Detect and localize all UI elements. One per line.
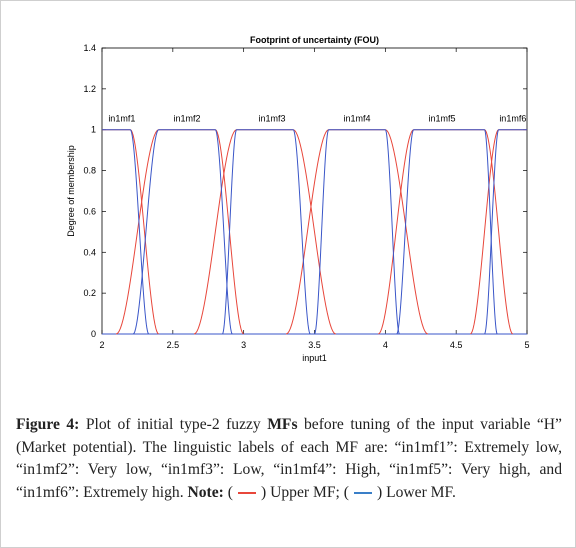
mf-label-2: in1mf2	[173, 114, 200, 124]
lower-mf-line-5	[396, 129, 498, 335]
x-tick-label: 4	[383, 340, 388, 350]
figure-caption: Figure 4: Plot of initial type-2 fuzzy M…	[16, 416, 562, 501]
y-tick-label: 0	[91, 329, 96, 339]
lower-mf-label: Lower MF.	[386, 483, 456, 501]
chart-figure: 2 2.5 3 3.5 4 4.5 5 0 0.2 0.4 0.6 0.8 1 1.2 1.4 Footpri…	[8, 6, 568, 406]
note-label: Note:	[187, 483, 224, 501]
mf-label-6: in1mf6	[499, 114, 526, 124]
caption-text-1: Plot of initial type-2 fuzzy	[79, 416, 268, 433]
y-tick-label: 1.4	[83, 43, 96, 53]
x-tick-label: 2	[99, 340, 104, 350]
lower-mf-line-3	[222, 129, 311, 335]
figure-label: Figure 4:	[16, 416, 80, 433]
y-tick-label: 0.4	[83, 247, 96, 257]
mf-label-5: in1mf5	[428, 114, 455, 124]
lower-mf-line-2	[132, 129, 233, 335]
y-tick-label: 0.6	[83, 206, 96, 216]
x-tick-label: 5	[524, 340, 529, 350]
y-axis-label: Degree of membership	[66, 145, 76, 237]
chart-title: Footprint of uncertainty (FOU)	[250, 35, 379, 45]
mf-label-1: in1mf1	[108, 114, 135, 124]
caption-text-2: before tuning of the input variable “H” …	[16, 416, 562, 501]
y-tick-label: 0.2	[83, 288, 96, 298]
lower-mf-line-4	[314, 129, 400, 335]
x-tick-label: 3	[241, 340, 246, 350]
y-tick-label: 0.8	[83, 166, 96, 176]
plot-area	[101, 47, 528, 335]
x-axis-label: input1	[302, 353, 327, 363]
lower-mf-swatch	[350, 487, 376, 499]
x-tick-label: 2.5	[167, 340, 180, 350]
upper-mf-label: Upper MF;	[270, 483, 340, 501]
y-tick-label: 1.2	[83, 84, 96, 94]
x-tick-label: 3.5	[308, 340, 321, 350]
caption-mfs: MFs	[267, 416, 298, 433]
lower-mf-line-1	[102, 129, 150, 335]
upper-mf-swatch	[234, 487, 260, 499]
mf-label-4: in1mf4	[343, 114, 370, 124]
x-tick-label: 4.5	[450, 340, 463, 350]
fou-chart: 2 2.5 3 3.5 4 4.5 5 0 0.2 0.4 0.6 0.8 1 1.2 1.4 Footpri…	[66, 35, 530, 363]
y-tick-label: 1	[91, 125, 96, 135]
lower-mf-line-6	[484, 129, 527, 335]
mf-label-3: in1mf3	[258, 114, 285, 124]
